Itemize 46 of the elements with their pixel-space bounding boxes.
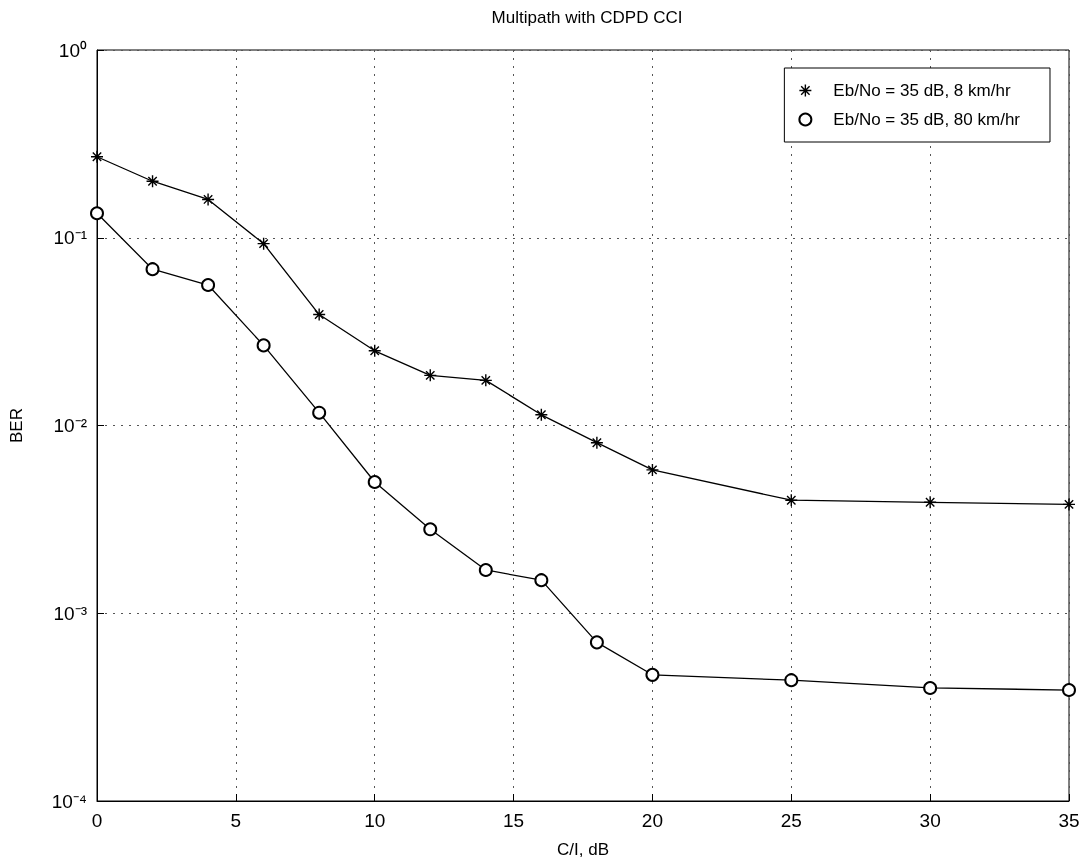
point: [479, 373, 493, 388]
legend-label: Eb/No = 35 dB, 8 km/hr: [833, 81, 1011, 100]
point: [312, 405, 327, 420]
point: [145, 262, 160, 277]
point: [534, 573, 549, 588]
chart-title: Multipath with CDPD CCI: [491, 8, 683, 27]
x-tick-label: 10: [364, 810, 386, 831]
y-tick-label: 10⁻¹: [53, 227, 87, 249]
point: [478, 562, 493, 577]
x-tick-label: 5: [230, 810, 242, 831]
point: [1062, 497, 1076, 512]
point: [645, 667, 660, 682]
point: [90, 150, 104, 164]
point: [367, 475, 382, 490]
point: [534, 408, 549, 422]
point: [90, 206, 104, 221]
point: [423, 522, 438, 537]
x-tick-label: 25: [780, 810, 802, 831]
point: [368, 344, 382, 358]
point: [784, 673, 799, 688]
point: [201, 192, 215, 207]
point: [201, 278, 216, 293]
legend-label: Eb/No = 35 dB, 80 km/hr: [833, 110, 1021, 129]
point: [256, 236, 271, 251]
x-tick-label: 30: [919, 810, 941, 831]
point: [256, 338, 271, 353]
x-axis-title: C/I, dB: [557, 840, 609, 859]
y-axis-title: BER: [7, 408, 26, 443]
x-tick-label: 0: [91, 810, 103, 831]
point: [923, 495, 937, 509]
x-tick-label: 35: [1058, 810, 1080, 831]
point: [590, 435, 604, 450]
point: [423, 368, 437, 383]
point: [589, 635, 604, 650]
point: [1062, 683, 1076, 698]
y-tick-label: 10⁰: [58, 39, 87, 61]
y-tick-label: 10⁻⁴: [51, 790, 87, 812]
point: [145, 174, 160, 188]
point: [312, 307, 326, 322]
y-tick-label: 10⁻³: [53, 602, 87, 624]
x-tick-label: 20: [641, 810, 663, 831]
point: [645, 463, 660, 477]
point: [784, 493, 798, 507]
x-tick-label: 15: [503, 810, 525, 831]
point: [923, 680, 938, 695]
y-tick-label: 10⁻²: [53, 415, 87, 436]
